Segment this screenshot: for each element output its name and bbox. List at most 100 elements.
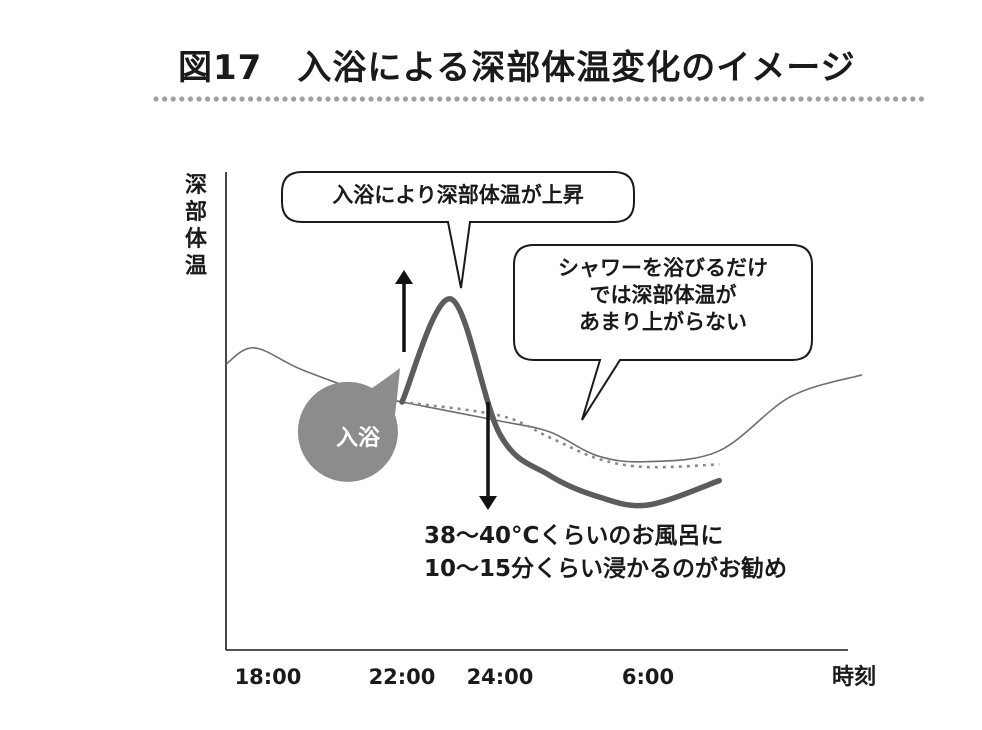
divider-dot	[162, 96, 168, 102]
divider-dot	[617, 96, 624, 102]
divider-dot	[488, 96, 494, 102]
divider-dot	[729, 96, 735, 102]
divider-dot	[583, 96, 589, 102]
recommendation-line-1: 38～40°Cくらいのお風呂に	[424, 523, 724, 549]
x-tick-label: 22:00	[369, 665, 436, 689]
divider-dot	[480, 96, 486, 102]
divider-dot	[789, 96, 796, 102]
shower-callout-line-2: では深部体温が	[589, 282, 737, 307]
divider-dot	[557, 96, 563, 102]
recommendation-line-2: 10～15分くらい浸かるのがお勧め	[424, 556, 788, 583]
divider-dot	[652, 96, 658, 102]
divider-dot	[299, 96, 305, 102]
divider-dot	[153, 96, 159, 102]
divider-dot	[196, 96, 202, 102]
rise-arrow-head	[395, 270, 413, 284]
divider-dot	[342, 96, 348, 102]
divider-dot	[222, 96, 228, 102]
peak-callout-bubble	[281, 171, 635, 289]
y-axis-label-char: 温	[185, 254, 207, 279]
divider-dot	[643, 96, 649, 102]
divider-dot	[566, 96, 572, 102]
divider-dot	[764, 96, 770, 102]
recommendation-text: 38～40°Cくらいのお風呂に 10～15分くらい浸かるのがお勧め	[424, 520, 884, 587]
divider-dot	[497, 96, 503, 102]
y-axis-label-char: 深	[185, 173, 207, 198]
divider-dot	[531, 96, 538, 102]
divider-dot	[514, 96, 520, 102]
divider-dot	[626, 96, 632, 102]
divider-dot	[686, 96, 692, 102]
divider-dot	[893, 96, 899, 102]
divider-dot	[239, 96, 245, 102]
divider-dot	[291, 96, 297, 102]
divider-dot	[377, 96, 383, 102]
divider-dot	[179, 96, 185, 102]
divider-dot	[187, 96, 193, 102]
divider-dot	[592, 96, 598, 102]
drop-arrow-head	[479, 496, 497, 510]
x-tick-label: 6:00	[622, 665, 674, 689]
divider-dot	[703, 96, 710, 102]
x-axis-label: 時刻	[832, 664, 876, 690]
divider-dot	[755, 96, 761, 102]
title-dotted-divider	[153, 96, 925, 102]
divider-dot	[815, 96, 821, 102]
baseline-temperature-line	[225, 346, 863, 463]
x-tick-labels: 18:00 22:00 24:00 6:00	[235, 665, 675, 689]
x-tick-label: 24:00	[467, 665, 534, 689]
divider-dot	[402, 96, 408, 102]
divider-dot	[635, 96, 641, 102]
divider-dot	[325, 96, 331, 102]
divider-dot	[437, 96, 443, 102]
shower-callout-line-3: あまり上がらない	[579, 309, 747, 334]
divider-dot	[875, 96, 882, 102]
y-axis-label-char: 部	[185, 199, 207, 225]
divider-dot	[841, 96, 847, 102]
bath-marker	[297, 368, 400, 482]
divider-dot	[884, 96, 890, 102]
divider-dot	[213, 96, 219, 102]
divider-dot	[359, 96, 365, 102]
divider-dot	[746, 96, 753, 102]
divider-dot	[351, 96, 357, 102]
divider-dot	[394, 96, 400, 102]
divider-dot	[678, 96, 684, 102]
divider-dot	[918, 96, 925, 102]
bath-temperature-line	[399, 296, 723, 509]
divider-dot	[506, 96, 512, 102]
divider-dot	[265, 96, 271, 102]
divider-dot	[738, 96, 744, 102]
divider-dot	[308, 96, 314, 102]
divider-dot	[230, 96, 236, 102]
divider-dot	[471, 96, 477, 102]
divider-dot	[798, 96, 804, 102]
divider-dot	[721, 96, 727, 102]
divider-dot	[523, 96, 529, 102]
x-tick-label: 18:00	[235, 665, 302, 689]
divider-dot	[669, 96, 675, 102]
divider-dot	[609, 96, 615, 102]
shower-callout-line-1: シャワーを浴びるだけ	[558, 256, 768, 280]
divider-dot	[807, 96, 813, 102]
divider-dot	[385, 96, 391, 102]
divider-dot	[824, 96, 830, 102]
divider-dot	[316, 96, 322, 102]
divider-dot	[282, 96, 288, 102]
shower-callout-text: シャワーを浴びるだけ では深部体温が あまり上がらない	[514, 255, 812, 336]
peak-callout-text: 入浴により深部体温が上昇	[332, 183, 584, 207]
divider-dot	[248, 96, 254, 102]
divider-dot	[549, 96, 555, 102]
divider-dot	[428, 96, 434, 102]
divider-dot	[454, 96, 460, 102]
divider-dot	[832, 96, 839, 102]
divider-dot	[273, 96, 279, 102]
divider-dot	[256, 96, 262, 102]
shower-callout-bubble	[513, 244, 813, 421]
figure-title: 図17 入浴による深部体温変化のイメージ	[178, 48, 856, 88]
divider-dot	[574, 96, 581, 102]
divider-dot	[910, 96, 916, 102]
divider-dot	[445, 96, 451, 102]
divider-dot	[334, 96, 340, 102]
